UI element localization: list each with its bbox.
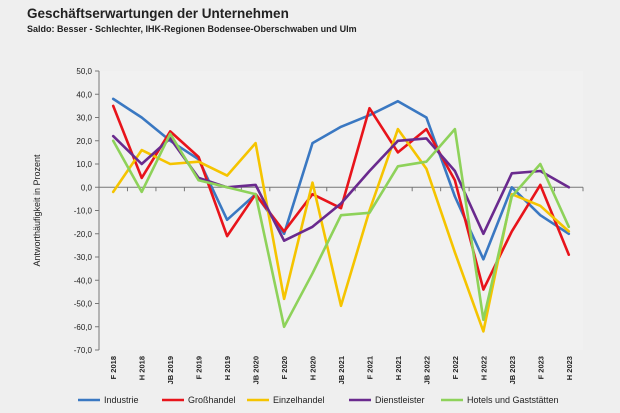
- x-tick-label: JB 2022: [422, 356, 431, 384]
- x-tick-label: H 2021: [394, 356, 403, 380]
- y-axis-label: Antworthäufigkeit in Prozent: [32, 154, 42, 267]
- x-tick-label: F 2021: [365, 356, 374, 379]
- y-tick-label: 30,0: [76, 114, 92, 123]
- y-tick-label: 0,0: [81, 183, 93, 192]
- legend-label: Industrie: [104, 395, 139, 405]
- x-tick-label: F 2020: [280, 356, 289, 379]
- chart-subtitle: Saldo: Besser - Schlechter, IHK-Regionen…: [27, 24, 357, 34]
- y-tick-label: -30,0: [74, 253, 93, 262]
- y-tick-label: -50,0: [74, 300, 93, 309]
- y-tick-label: -70,0: [74, 346, 93, 355]
- x-tick-label: H 2022: [479, 356, 488, 380]
- x-tick-label: JB 2021: [337, 356, 346, 384]
- y-tick-label: 50,0: [76, 67, 92, 76]
- x-tick-label: JB 2020: [252, 356, 261, 384]
- x-tick-label: H 2020: [309, 356, 318, 380]
- x-tick-label: F 2023: [536, 356, 545, 379]
- x-tick-label: H 2023: [565, 356, 574, 380]
- y-tick-label: -60,0: [74, 323, 93, 332]
- y-tick-label: 20,0: [76, 137, 92, 146]
- series-line: [111, 127, 571, 329]
- x-tick-label: F 2019: [195, 356, 204, 379]
- x-tick-label: JB 2023: [508, 356, 517, 384]
- y-tick-label: -40,0: [74, 276, 93, 285]
- chart-title: Geschäftserwartungen der Unternehmen: [27, 6, 289, 21]
- y-tick-label: 40,0: [76, 90, 92, 99]
- y-tick-label: -10,0: [74, 207, 93, 216]
- series-line: [111, 104, 571, 291]
- x-tick-label: H 2018: [138, 356, 147, 380]
- legend-label: Dienstleister: [375, 395, 425, 405]
- plot-area: [99, 71, 583, 350]
- legend-label: Großhandel: [188, 395, 236, 405]
- series-line: [111, 97, 571, 261]
- y-tick-label: -20,0: [74, 230, 93, 239]
- legend-label: Einzelhandel: [273, 395, 325, 405]
- x-tick-label: JB 2019: [166, 356, 175, 384]
- x-tick-label: F 2018: [109, 356, 118, 379]
- x-tick-label: H 2019: [223, 356, 232, 380]
- y-tick-label: 10,0: [76, 160, 92, 169]
- x-tick-label: F 2022: [451, 356, 460, 379]
- legend-label: Hotels und Gaststätten: [467, 395, 559, 405]
